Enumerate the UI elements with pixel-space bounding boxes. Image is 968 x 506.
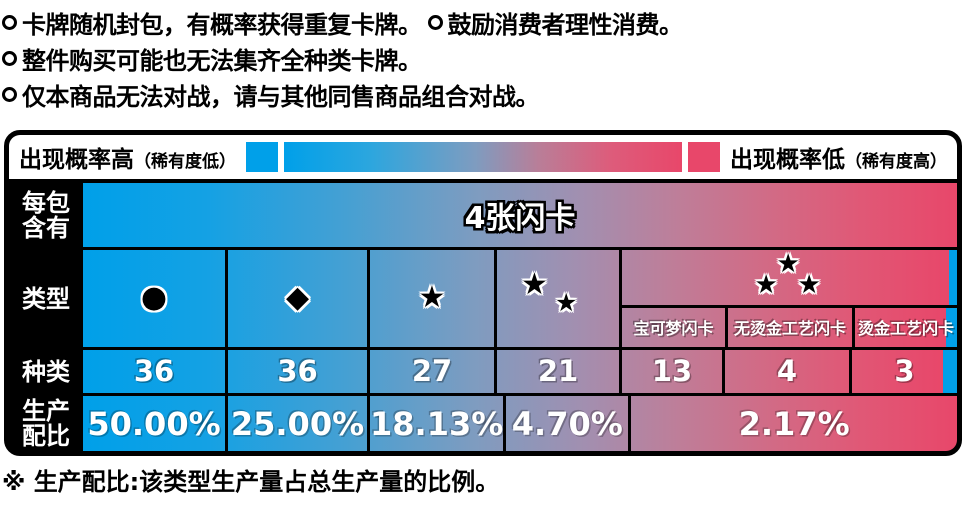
kind-cell: 3 [849,349,957,394]
row-label-kind-line1: 种类 [22,358,70,387]
note-text: 卡牌随机封包，有概率获得重复卡牌。 [22,10,422,39]
ratio-cell-merged: 2.17% [628,396,957,451]
kind-value: 36 [133,354,175,389]
subheader-foil-stamp: 烫金工艺闪卡 [852,307,957,347]
pack-contents-row: 4张闪卡 [83,183,957,250]
kind-cell: 4 [722,349,849,394]
production-ratio-row: 50.00% 25.00% 18.13% 4.70% 2.17% [83,396,957,451]
ratio-value: 50.00% [87,404,221,443]
type-row: ● ◆ ★ ★ ★ [83,249,957,350]
legend-left-label: 出现概率高（稀有度低） [19,140,236,174]
star-glyph-icon: ★ [521,267,548,303]
legend-left-main: 出现概率高 [19,147,134,173]
ratio-cell: 18.13% [367,396,504,451]
kind-value: 36 [277,354,318,389]
legend-swatch-high-rarity [688,142,720,172]
row-label-type-line1: 类型 [22,285,70,314]
row-label-ratio-line1: 生产 [22,396,70,425]
ratio-cell: 50.00% [83,396,225,451]
row-label-kind: 种类 [9,349,83,396]
two-star-symbol-wrap: ★ ★ [519,270,597,326]
note-line: 卡牌随机封包，有概率获得重复卡牌。 鼓励消费者理性消费。 [2,4,968,40]
note-segment: 卡牌随机封包，有概率获得重复卡牌。 [2,5,422,40]
kind-cell: 27 [367,349,494,394]
circle-symbol-wrap: ● [83,250,225,347]
circle-outline-icon [2,50,17,66]
note-segment: 整件购买可能也无法集齐全种类卡牌。 [2,41,422,76]
star-glyph-icon: ★ [776,249,800,280]
circle-outline-icon [2,86,17,102]
diamond-glyph-icon: ◆ [285,280,310,316]
note-line: 整件购买可能也无法集齐全种类卡牌。 [2,40,968,76]
star-glyph-icon: ★ [797,270,821,301]
type-cell-diamond: ◆ [225,249,367,347]
three-star-header: ★ ★ ★ [622,249,957,308]
type-cell-two-star: ★ ★ [494,249,619,347]
subheader-non-foil-stamp: 无烫金工艺闪卡 [725,307,852,347]
kind-value: 21 [537,354,579,389]
type-cell-three-star-group: ★ ★ ★ 宝可梦闪卡 无烫金工艺闪卡 烫金工艺闪卡 [619,249,957,347]
footnote: ※ 生产配比:该类型生产量占总生产量的比例。 [2,468,500,496]
kind-value: 3 [894,354,915,389]
subheader-pokemon-foil: 宝可梦闪卡 [622,307,725,347]
kind-value: 27 [411,354,453,389]
odds-table-card: 出现概率高（稀有度低） 出现概率低（稀有度高） 每包 含有 类型 种类 [4,130,962,456]
star-glyph-icon: ★ [418,280,446,316]
row-label-ratio: 生产 配比 [9,396,83,451]
kind-cell: 13 [619,349,722,394]
row-label-pack-line1: 每包 [22,189,70,218]
legend-swatch-low-rarity [246,142,278,172]
note-segment: 鼓励消费者理性消费。 [427,5,684,40]
ratio-value: 18.13% [370,404,504,443]
note-segment: 仅本商品无法对战，请与其他同售商品组合对战。 [2,77,540,112]
row-label-pack: 每包 含有 [9,183,83,250]
one-star-symbol-wrap: ★ [370,250,494,347]
kind-cell: 21 [494,349,619,394]
notes-block: 卡牌随机封包，有概率获得重复卡牌。 鼓励消费者理性消费。 整件购买可能也无法集齐… [0,0,968,126]
ratio-value: 2.17% [738,404,850,443]
kind-value: 4 [776,354,798,389]
row-label-pack-line2: 含有 [22,214,70,243]
diamond-symbol-wrap: ◆ [228,250,367,347]
ratio-value: 25.00% [230,404,365,443]
kind-count-row: 36 36 27 21 13 4 3 [83,349,957,397]
note-text: 仅本商品无法对战，请与其他同售商品组合对战。 [22,82,540,111]
kind-value: 13 [651,354,693,389]
ratio-value: 4.70% [511,404,623,443]
rarity-legend: 出现概率高（稀有度低） 出现概率低（稀有度高） [9,135,957,183]
legend-right-label: 出现概率低（稀有度高） [730,140,947,174]
table-grid: 4张闪卡 ● ◆ ★ ★ ★ [83,183,957,451]
type-cell-circle: ● [83,249,225,347]
circle-glyph-icon: ● [140,280,168,316]
star-glyph-icon: ★ [555,288,578,318]
kind-cell: 36 [225,349,367,394]
legend-right-sub: （稀有度高） [845,152,947,172]
ratio-cell: 4.70% [503,396,629,451]
legend-left-sub: （稀有度低） [134,152,236,172]
ratio-cell: 25.00% [225,396,367,451]
three-star-symbol-wrap: ★ ★ ★ [750,249,830,302]
legend-right-main: 出现概率低 [730,147,845,173]
three-star-subheader-row: 宝可梦闪卡 无烫金工艺闪卡 烫金工艺闪卡 [622,307,957,347]
row-label-ratio-line2: 配比 [22,421,70,450]
row-label-column: 每包 含有 类型 种类 生产 配比 [9,183,83,451]
note-text: 整件购买可能也无法集齐全种类卡牌。 [22,46,422,75]
legend-gradient-bar [284,142,682,172]
kind-cell: 36 [83,349,225,394]
note-line: 仅本商品无法对战，请与其他同售商品组合对战。 [2,76,968,112]
circle-outline-icon [427,14,443,30]
star-glyph-icon: ★ [754,270,778,301]
odds-table: 每包 含有 类型 种类 生产 配比 4张闪卡 [9,183,957,451]
type-cell-one-star: ★ [367,249,494,347]
pack-contents-value: 4张闪卡 [464,200,576,236]
note-text: 鼓励消费者理性消费。 [447,10,684,39]
circle-outline-icon [2,14,17,30]
legend-gradient-wrap [246,142,720,172]
row-label-type: 类型 [9,250,83,350]
